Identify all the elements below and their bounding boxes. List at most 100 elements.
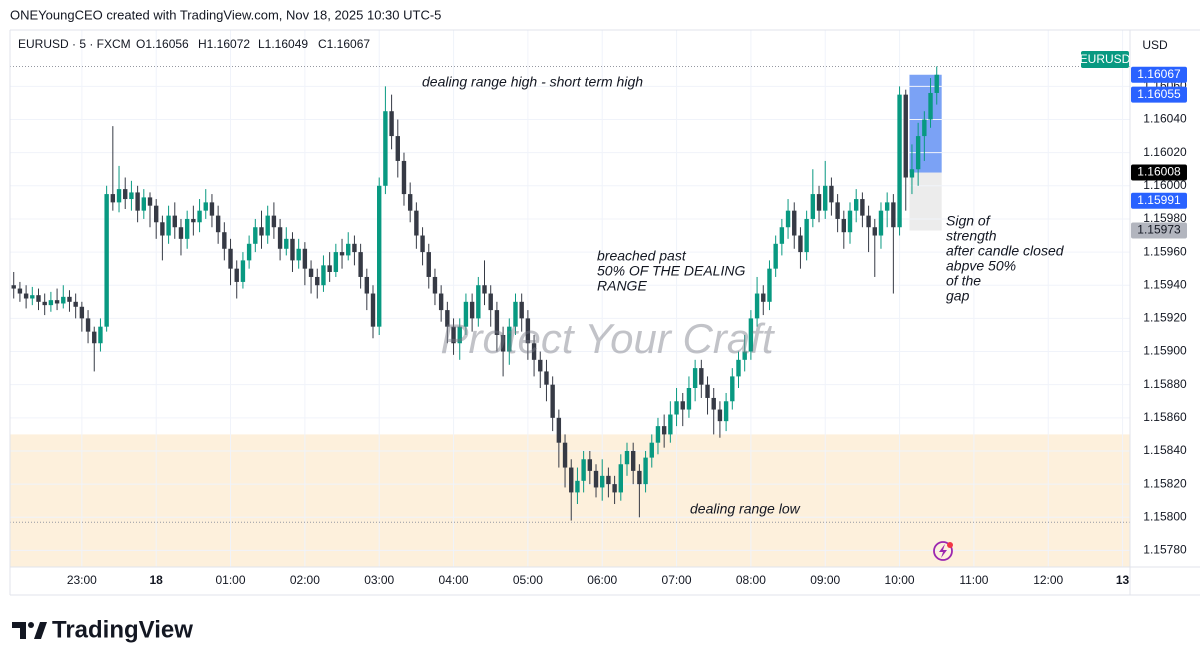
candle-body [853,199,859,211]
candle-body [339,252,345,256]
logo-mark [12,622,26,639]
watermark: Protect Your Craft [440,315,775,362]
candle-body [909,169,915,178]
candle-body [550,384,555,418]
candle-body [222,232,227,249]
candle-body [630,450,636,471]
candle-body [259,227,264,236]
candle-body [98,326,103,344]
candle-body [649,442,654,458]
candle-body [531,343,537,360]
candle-body [593,470,599,488]
candle-body [860,199,865,216]
candle-body [624,450,630,465]
x-tick-label: 05:00 [513,573,543,587]
candle-body [327,265,332,272]
candle-body [779,227,785,244]
candle-body [606,475,611,485]
y-tick-label: 1.15860 [1143,410,1187,424]
candle-body [915,136,921,170]
annotation: 50% OF THE DEALING [597,263,745,279]
candle-body [197,210,202,223]
logo-text: TradingView [52,616,193,643]
candle-body [556,417,562,443]
y-tick-label: 1.15980 [1143,211,1187,225]
candle-body [73,301,78,307]
candle-body [203,202,208,211]
alert-bolt [939,544,947,558]
candle-body [488,293,493,311]
candle-body [618,464,623,493]
currency[interactable]: USD [1142,38,1168,52]
candle-body [823,185,828,211]
candle-body [723,401,729,422]
candle-body [129,192,134,200]
candle-body [928,92,933,120]
annotation: gap [946,288,970,304]
candle-body [284,238,289,249]
annotation: abpve 50% [946,258,1016,274]
symbol: EURUSD · 5 · FXCM [18,37,131,51]
symbol-tag-text: EURUSD [1080,52,1131,66]
candle-body [184,218,190,239]
candle-body [234,268,239,282]
candle-body [507,326,512,352]
y-tick-label: 1.15880 [1143,377,1187,391]
candle-body [457,326,462,344]
candle-body [141,197,147,211]
candle-body [897,94,902,228]
candle-body [358,252,363,277]
candle-body [79,306,85,319]
y-tick-label: 1.15840 [1143,443,1187,457]
alert-icon[interactable] [933,541,953,561]
candle-body [321,265,326,286]
candle-body [92,331,97,344]
candle-body [246,243,252,261]
candle-body [569,467,574,493]
candle-body [792,210,797,236]
candle-body [67,296,72,302]
candle-body [191,218,196,223]
candle-body [581,459,586,481]
zone [10,434,1130,567]
candle-body [277,227,283,249]
x-tick-label: 01:00 [216,573,246,587]
candle-body [463,301,469,327]
annotation: of the [946,273,981,289]
candle-body [767,268,772,302]
candle-body [544,371,549,385]
annotation: strength [946,228,997,244]
candle-body [383,111,388,186]
candle-body [600,475,605,488]
candle-body [253,227,258,244]
candle-body [23,293,29,299]
candle-body [655,426,661,443]
candle-body [240,260,246,282]
y-tick-label: 1.16020 [1143,145,1187,159]
candle-body [816,194,822,211]
price-tag-label: 1.15991 [1137,193,1181,207]
candle-body [420,235,425,253]
candle-body [296,248,301,261]
price-tag [1131,222,1187,239]
y-tick-label: 1.15900 [1143,344,1187,358]
candle-body [804,218,809,253]
candle-body [290,238,295,261]
candle-body [364,276,370,294]
candle-body [135,192,140,211]
candle-body [730,376,735,402]
x-tick-label: 10:00 [885,573,915,587]
candle-body [352,243,357,253]
candle-body [265,215,270,236]
candle-body [445,310,450,327]
candle-body [878,210,884,236]
candle-body [407,194,413,211]
y-tick-label: 1.15780 [1143,543,1187,557]
x-tick-label: 04:00 [439,573,469,587]
candle-body [377,185,382,327]
candle-body [922,119,927,137]
price-tag [1131,192,1187,209]
candle-body [30,295,35,299]
candle-body [401,160,407,195]
annotation: dealing range high - short term high [422,74,643,90]
